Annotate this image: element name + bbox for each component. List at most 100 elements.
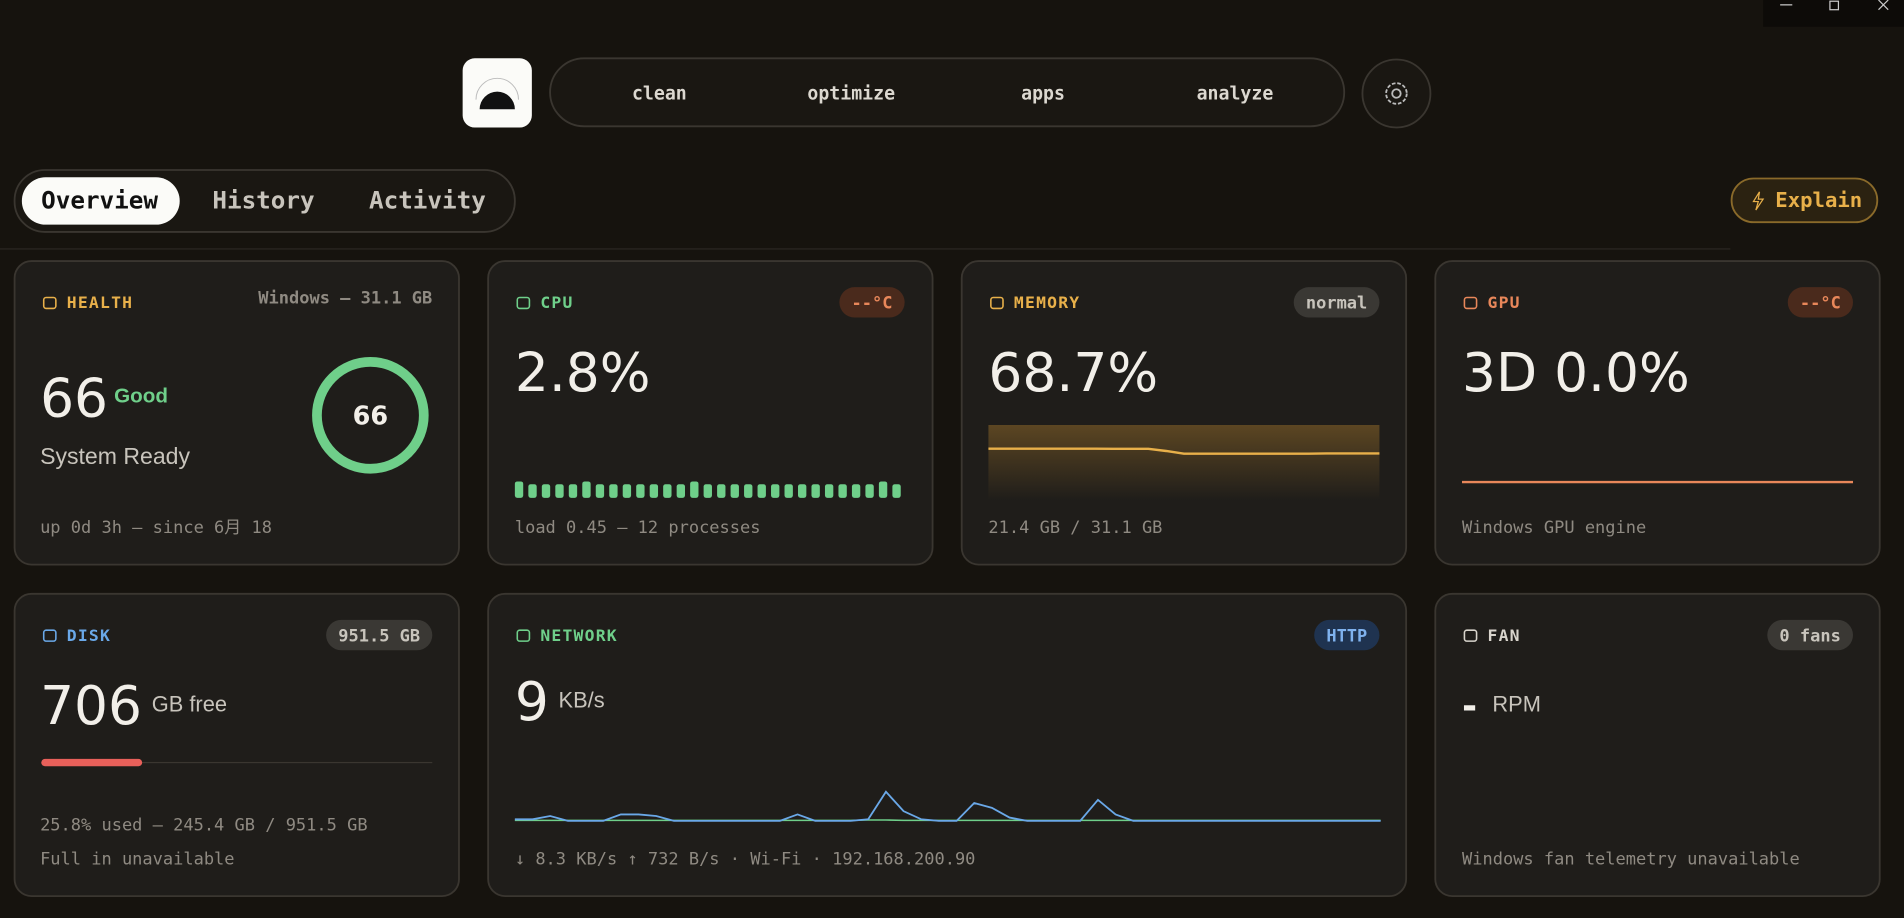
logo-arc — [475, 77, 519, 100]
card-frame — [1434, 260, 1881, 566]
bolt-icon — [1752, 191, 1765, 211]
card-title: MEMORY — [1014, 293, 1080, 312]
cpu-bar — [541, 484, 551, 498]
badge — [326, 619, 433, 651]
card-frame — [13, 260, 460, 566]
gear-inner — [1391, 88, 1402, 99]
nav-item[interactable]: analyze — [1197, 84, 1274, 105]
settings-circle — [1361, 58, 1432, 129]
badge — [839, 287, 905, 318]
cpu-bar — [757, 484, 766, 498]
card-title: FAN — [1488, 626, 1521, 645]
nav-item[interactable]: clean — [632, 84, 687, 105]
cpu-bar — [797, 484, 807, 498]
cpu-bar — [582, 481, 591, 498]
card-icon — [516, 629, 531, 642]
card-icon — [42, 629, 57, 642]
disk-usage-bar — [41, 758, 143, 767]
card-memory: MEMORY normal 68.7% 21.4 GB / 31.1 GB — [960, 260, 1408, 566]
metric-unit: RPM — [1492, 691, 1541, 716]
cpu-bar — [784, 484, 793, 498]
cpu-bar — [771, 484, 780, 498]
cpu-bar — [636, 484, 645, 498]
card-gpu: GPU --°C 3D 0.0% Windows GPU engine — [1434, 260, 1881, 566]
badge-label: --°C — [1800, 294, 1841, 314]
badge-label: normal — [1306, 294, 1367, 314]
tabs: Overview History Activity — [41, 186, 486, 215]
memory-chart-area — [988, 425, 1380, 501]
card-health: HEALTH Windows – 31.1 GB 66 Good System Read… — [13, 260, 460, 566]
nav-item[interactable]: optimize — [807, 84, 895, 105]
metric-unit: GB free — [152, 691, 227, 716]
cards: HEALTH Windows – 31.1 GB 66 Good System Read… — [13, 260, 1881, 898]
badge-label: HTTP — [1326, 626, 1367, 646]
cpu-bar — [730, 484, 739, 498]
badge — [1787, 287, 1853, 318]
card-network: NETWORK HTTP 9 KB/s ↓ 8.3 KB/s ↑ 732 B/s · W… — [487, 592, 1408, 898]
health-status-text: System Ready — [40, 443, 190, 469]
cpu-bar — [622, 484, 632, 498]
card-meta: Windows – 31.1 GB — [258, 289, 432, 309]
close-button[interactable] — [1878, 0, 1889, 11]
metric-value: 68.7% — [988, 341, 1158, 404]
cpu-bar — [811, 484, 820, 498]
badge-label: 0 fans — [1779, 626, 1840, 646]
cpu-bar — [838, 484, 847, 498]
card-icon — [42, 296, 57, 310]
cpu-bar — [649, 484, 659, 498]
metric-value: 9 — [515, 670, 549, 733]
tab[interactable]: History — [212, 186, 314, 215]
window-controls — [1763, 0, 1904, 27]
cpu-bar — [892, 484, 901, 498]
card-title: GPU — [1488, 293, 1521, 312]
cpu-bar — [676, 484, 686, 498]
card-title: CPU — [540, 293, 573, 312]
memory-line — [988, 447, 1380, 455]
card-fan: FAN 0 fans - RPM Windows fan telemetry unava… — [1434, 592, 1881, 898]
nav-bar — [549, 57, 1346, 128]
cpu-bar — [878, 481, 888, 498]
cpu-bar — [703, 484, 712, 498]
card-icon — [1463, 629, 1478, 642]
card-footer: Windows GPU engine — [1462, 518, 1646, 538]
settings-button[interactable] — [1361, 58, 1432, 129]
active-tab-pill — [21, 177, 180, 225]
explain-label[interactable]: Explain — [1775, 188, 1862, 212]
card-icon — [516, 296, 531, 310]
disk-track — [41, 761, 433, 764]
card-icon — [990, 296, 1004, 310]
metric-value: 2.8% — [515, 341, 651, 404]
card-frame — [1434, 592, 1881, 898]
badge — [1314, 619, 1380, 651]
maximize-button[interactable] — [1829, 0, 1840, 11]
tab[interactable]: Overview — [41, 186, 158, 215]
cpu-bar — [824, 484, 834, 498]
badge — [1293, 287, 1380, 318]
explain-button[interactable]: Explain — [1730, 177, 1879, 224]
card-cpu: CPU --°C 2.8% load 0.45 – 12 processes — [487, 260, 934, 566]
card-icon — [1463, 296, 1478, 310]
cpu-bar — [568, 484, 578, 498]
explain-pill — [1730, 177, 1879, 224]
cpu-bar — [514, 481, 524, 498]
card-footer: up 0d 3h – since 6月 18 — [40, 518, 272, 538]
metric-value: 3D 0.0% — [1462, 341, 1690, 404]
card-footer: ↓ 8.3 KB/s ↑ 732 B/s · Wi-Fi · 192.168.2… — [515, 850, 976, 870]
health-ring — [312, 357, 429, 474]
card-disk: DISK 951.5 GB 706 GB free 25.8% used – 245.4… — [13, 592, 460, 898]
cpu-bar — [851, 484, 861, 498]
nav-item[interactable]: apps — [1021, 84, 1065, 105]
cpu-bar — [595, 484, 605, 498]
cpu-bar — [555, 484, 564, 498]
cpu-bar — [690, 481, 699, 498]
card-footer: load 0.45 – 12 processes — [515, 518, 761, 538]
card-footer: Windows fan telemetry unavailable — [1462, 850, 1800, 870]
health-status: Good — [114, 385, 168, 408]
download-line — [514, 790, 1381, 822]
cpu-bar — [717, 484, 726, 498]
tab[interactable]: Activity — [369, 186, 486, 215]
card-footer: 21.4 GB / 31.1 GB — [988, 518, 1162, 538]
logo[interactable] — [462, 58, 532, 128]
card-title: NETWORK — [540, 626, 618, 645]
